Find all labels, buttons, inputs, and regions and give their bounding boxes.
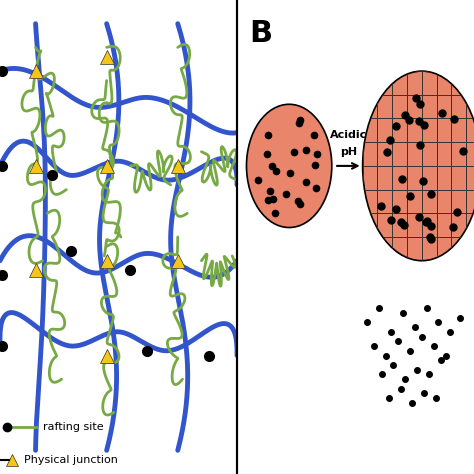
Text: rafting site: rafting site [43,421,103,432]
Text: Physical junction: Physical junction [24,455,118,465]
Ellipse shape [246,104,332,228]
Text: Acidic: Acidic [330,130,367,140]
Text: pH: pH [340,147,357,157]
Text: B: B [249,19,272,48]
Ellipse shape [363,71,474,261]
